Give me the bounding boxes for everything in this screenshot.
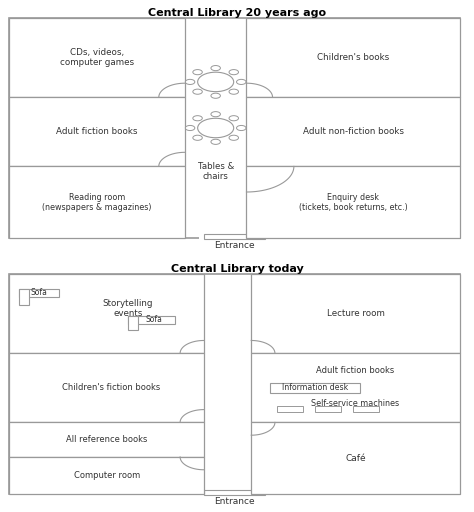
Bar [251,422,460,494]
Text: Adult fiction books: Adult fiction books [56,127,138,136]
Circle shape [229,116,238,121]
Circle shape [198,72,234,92]
Bar [9,457,204,494]
Circle shape [193,70,202,75]
Bar [19,289,29,305]
Circle shape [198,118,234,138]
Bar [9,274,460,494]
Bar [9,166,185,238]
Text: Tables &
chairs: Tables & chairs [198,162,234,181]
Circle shape [211,66,220,71]
Bar [204,489,265,496]
Text: Entrance: Entrance [214,497,255,506]
Text: Computer room: Computer room [73,471,140,480]
Circle shape [193,116,202,121]
Text: Self-service machines: Self-service machines [311,398,400,408]
Bar [246,18,460,97]
Bar [246,166,460,238]
Text: Reading room
(newspapers & magazines): Reading room (newspapers & magazines) [42,193,152,212]
Circle shape [185,79,195,84]
Text: All reference books: All reference books [66,435,147,444]
Text: Information desk: Information desk [282,383,348,392]
Text: Entrance: Entrance [214,241,255,250]
Bar [9,18,460,238]
Bar [277,406,303,412]
Circle shape [229,135,238,140]
Bar [199,489,270,496]
Circle shape [211,93,220,98]
Text: Central Library 20 years ago: Central Library 20 years ago [148,8,326,18]
Text: Café: Café [345,454,366,463]
Bar [353,406,379,412]
Circle shape [237,125,246,131]
Text: Children's books: Children's books [317,53,389,62]
Text: Storytelling
events: Storytelling events [103,299,153,318]
Text: CDs, videos,
computer games: CDs, videos, computer games [60,48,134,67]
Bar [251,353,460,422]
Text: Adult non-fiction books: Adult non-fiction books [302,127,404,136]
Text: Lecture room: Lecture room [327,309,384,318]
Circle shape [211,139,220,144]
Bar [9,18,185,97]
Bar [19,289,59,297]
Text: Sofa: Sofa [31,288,48,297]
Circle shape [229,89,238,94]
Circle shape [185,125,195,131]
Circle shape [193,135,202,140]
Bar [9,422,204,457]
Text: Central Library today: Central Library today [171,264,303,274]
Bar [9,353,204,422]
Bar [246,97,460,166]
Circle shape [211,112,220,117]
Bar [128,316,175,324]
Bar [9,97,185,166]
Circle shape [237,79,246,84]
Bar [199,233,270,240]
Bar [270,383,360,393]
Bar [315,406,341,412]
Circle shape [193,89,202,94]
Circle shape [229,70,238,75]
Text: Enquiry desk
(tickets, book returns, etc.): Enquiry desk (tickets, book returns, etc… [299,193,408,212]
Text: Adult fiction books: Adult fiction books [316,366,395,375]
Text: Sofa: Sofa [146,315,163,325]
Bar [251,274,460,353]
Text: Children's fiction books: Children's fiction books [62,383,160,392]
Bar [204,233,265,240]
Bar [9,274,204,353]
Bar [128,316,138,330]
